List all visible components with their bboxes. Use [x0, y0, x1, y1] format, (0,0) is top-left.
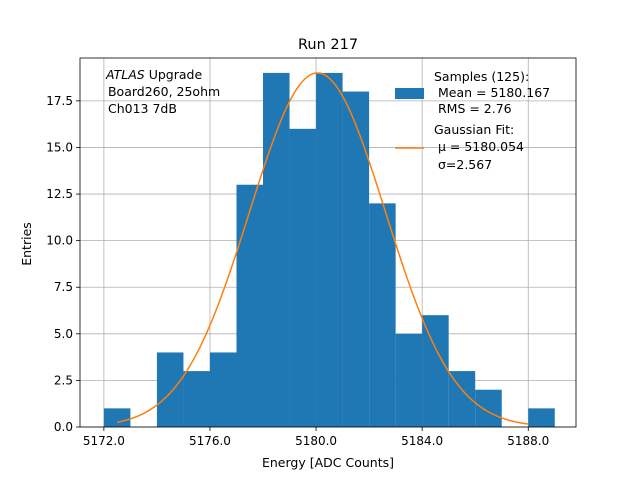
histogram-bar [316, 72, 343, 427]
annotation-line-3: Ch013 7dB [104, 101, 177, 116]
legend-rms-label: RMS = 2.76 [434, 101, 512, 116]
gaussian-fit-curve [116, 72, 529, 425]
y-tick-label: 15.0 [46, 140, 73, 154]
x-tick-label: 5188.0 [507, 434, 549, 448]
y-tick-label: 5.0 [54, 327, 73, 341]
annotation-upgrade: Upgrade [145, 67, 203, 82]
legend-mean-label: Mean = 5180.167 [434, 85, 550, 100]
histogram-bar [289, 128, 317, 427]
legend-histogram-swatch [395, 88, 424, 99]
legend-sigma-label: σ=2.567 [434, 157, 492, 172]
x-tick-label: 5184.0 [401, 434, 443, 448]
histogram-bar [342, 91, 370, 427]
histogram-bar [156, 352, 184, 427]
histogram-bar [263, 72, 290, 427]
histogram-bar [395, 333, 423, 427]
y-axis-ticks: 0.0 2.5 5.0 7.5 10.0 12.5 15.0 17.5 [46, 94, 80, 434]
legend: Samples (125): Mean = 5180.167 RMS = 2.7… [395, 69, 550, 172]
histogram-bar [236, 184, 264, 427]
x-tick-label: 5180.0 [295, 434, 337, 448]
annotation-atlas: ATLAS [105, 67, 145, 82]
y-tick-label: 10.0 [46, 234, 73, 248]
legend-fit-label: Gaussian Fit: [434, 122, 514, 137]
annotation: ATLAS Upgrade Board260, 25ohm Ch013 7dB [104, 67, 220, 116]
histogram-bar [475, 389, 502, 427]
legend-mu-label: μ = 5180.054 [434, 139, 524, 154]
histogram-bar [183, 371, 210, 427]
y-tick-label: 7.5 [54, 280, 73, 294]
annotation-line-2: Board260, 25ohm [104, 84, 220, 99]
x-axis-ticks: 5172.0 5176.0 5180.0 5184.0 5188.0 [83, 427, 549, 448]
y-tick-label: 12.5 [46, 187, 73, 201]
y-tick-label: 2.5 [54, 373, 73, 387]
x-tick-label: 5176.0 [189, 434, 231, 448]
histogram-bar [422, 315, 449, 427]
plot-frame [79, 57, 577, 428]
histogram-bar [103, 408, 131, 427]
histogram-bar [528, 408, 555, 427]
x-axis-label: Energy [ADC Counts] [262, 455, 394, 470]
legend-samples-label: Samples (125): [434, 69, 529, 84]
histogram-bar [369, 203, 396, 427]
chart-title: Run 217 [298, 37, 358, 53]
annotation-line-1: ATLAS Upgrade [105, 67, 202, 82]
x-tick-label: 5172.0 [83, 434, 125, 448]
histogram-bar [209, 352, 237, 427]
y-tick-label: 17.5 [46, 94, 73, 108]
y-tick-label: 0.0 [54, 420, 73, 434]
y-axis-label: Entries [19, 222, 34, 266]
